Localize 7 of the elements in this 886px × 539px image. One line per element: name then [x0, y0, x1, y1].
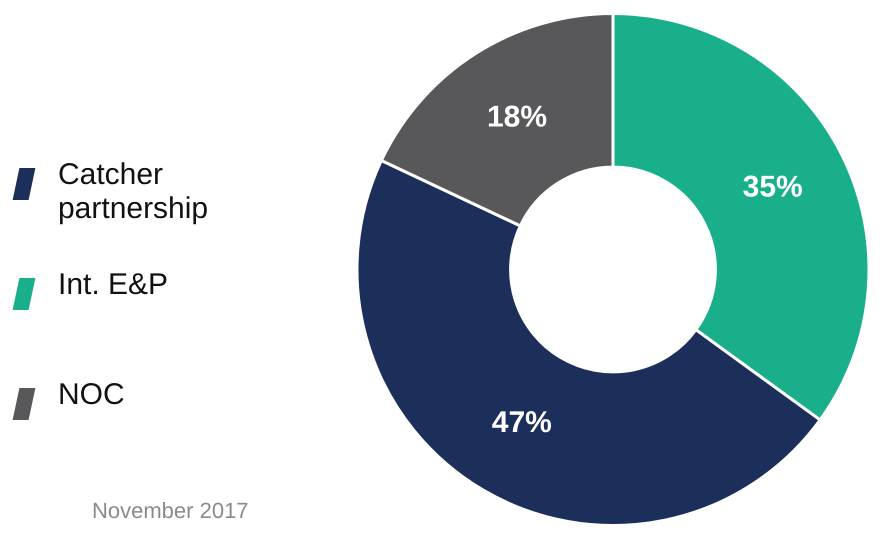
- data-label: 47%: [492, 406, 552, 440]
- legend-label: Int. E&P: [58, 268, 170, 302]
- data-label: 18%: [486, 100, 548, 134]
- legend-label: NOC: [58, 378, 126, 412]
- legend-label: Catcher partnership: [58, 158, 210, 226]
- data-label: 35%: [742, 170, 803, 204]
- text: November 2017: [92, 498, 249, 524]
